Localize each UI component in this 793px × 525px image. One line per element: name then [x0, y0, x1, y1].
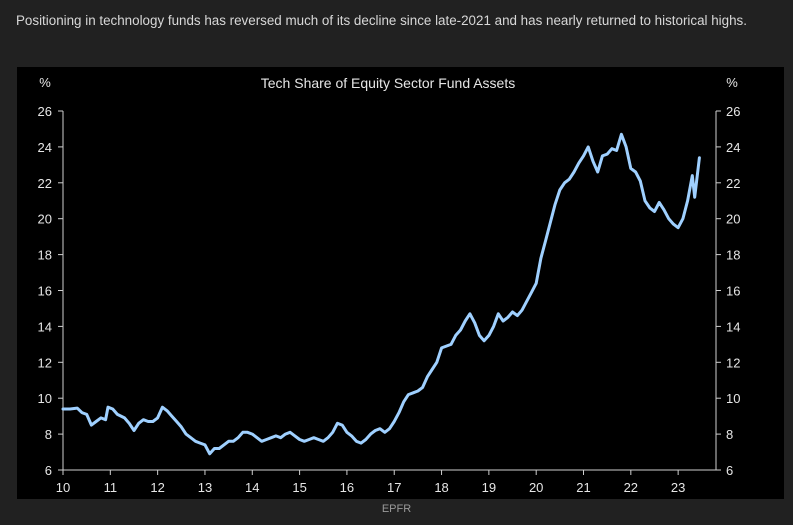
x-tick-label: 14 [245, 480, 259, 495]
x-tick-label: 23 [671, 480, 685, 495]
y-tick-label-right: 8 [726, 427, 733, 442]
chart-title: Tech Share of Equity Sector Fund Assets [261, 75, 515, 91]
line-chart: Tech Share of Equity Sector Fund Assets … [38, 75, 741, 495]
y-axis-label-left: % [39, 75, 51, 90]
y-tick-label-left: 20 [38, 212, 52, 227]
y-tick-label-right: 12 [726, 355, 740, 370]
x-tick-label: 21 [576, 480, 590, 495]
y-tick-label-left: 10 [38, 391, 52, 406]
x-tick-label: 18 [434, 480, 448, 495]
y-tick-label-left: 6 [45, 463, 52, 478]
y-tick-label-left: 8 [45, 427, 52, 442]
y-tick-label-left: 18 [38, 248, 52, 263]
y-tick-label-left: 26 [38, 104, 52, 119]
y-tick-label-right: 6 [726, 463, 733, 478]
y-tick-label-right: 10 [726, 391, 740, 406]
y-tick-label-right: 26 [726, 104, 740, 119]
x-tick-label: 19 [482, 480, 496, 495]
y-tick-label-right: 16 [726, 284, 740, 299]
y-tick-label-left: 24 [38, 140, 52, 155]
y-axis-label-right: % [726, 75, 738, 90]
y-tick-label-left: 22 [38, 176, 52, 191]
x-tick-label: 16 [340, 480, 354, 495]
y-tick-label-right: 18 [726, 248, 740, 263]
x-tick-label: 12 [150, 480, 164, 495]
source-label: EPFR [381, 503, 412, 515]
tick-labels: 6 6 8 8 10 10 12 12 14 14 16 16 18 18 20 20 22 22 24 24 26 26… [38, 104, 741, 495]
y-tick-label-right: 14 [726, 319, 740, 334]
series-line [61, 132, 701, 456]
y-tick-label-right: 20 [726, 212, 740, 227]
x-tick-label: 10 [56, 480, 70, 495]
x-tick-label: 13 [198, 480, 212, 495]
y-tick-label-left: 16 [38, 284, 52, 299]
y-tick-label-right: 22 [726, 176, 740, 191]
x-tick-label: 17 [387, 480, 401, 495]
x-tick-label: 15 [292, 480, 306, 495]
x-tick-label: 11 [104, 480, 118, 495]
x-tick-label: 22 [624, 480, 638, 495]
chart-caption: Positioning in technology funds has reve… [16, 13, 747, 28]
x-tick-label: 20 [529, 480, 543, 495]
y-tick-label-left: 12 [38, 355, 52, 370]
y-tick-label-right: 24 [726, 140, 740, 155]
chart-panel: Tech Share of Equity Sector Fund Assets … [17, 67, 784, 499]
y-tick-label-left: 14 [38, 319, 52, 334]
axes [58, 110, 721, 475]
